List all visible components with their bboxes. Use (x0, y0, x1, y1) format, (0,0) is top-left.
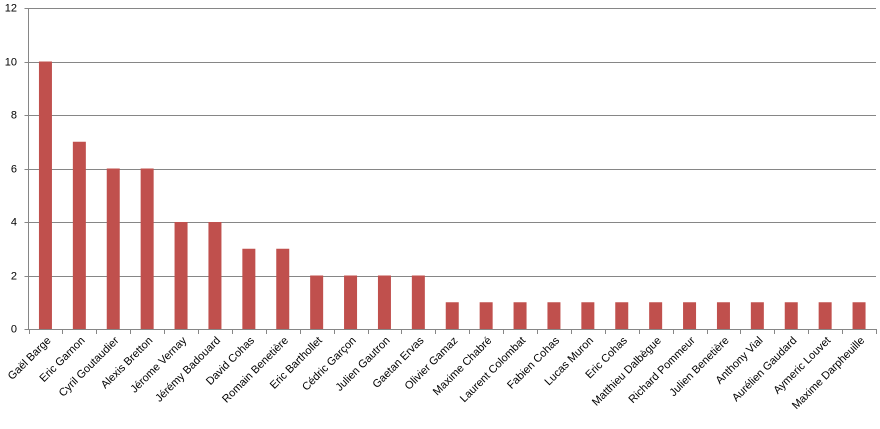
y-tick-label: 8 (11, 109, 17, 121)
x-tick-label: Julien Benetière (667, 335, 731, 399)
bar (784, 302, 798, 329)
x-tick-label: Cyril Goutaudier (57, 334, 122, 399)
bar (276, 248, 290, 329)
bar (242, 248, 256, 329)
bar (140, 168, 154, 329)
bar (513, 302, 527, 329)
bar (581, 302, 595, 329)
bar (208, 222, 222, 329)
bar (852, 302, 866, 329)
bar (716, 302, 730, 329)
x-tick-label: Maxime Chabré (431, 335, 494, 398)
y-tick-label: 4 (11, 216, 17, 228)
bar (683, 302, 697, 329)
bar (445, 302, 459, 329)
y-tick-label: 0 (11, 323, 17, 335)
y-tick-label: 10 (5, 56, 17, 68)
bar (72, 141, 86, 329)
bar (344, 275, 358, 329)
bar (310, 275, 324, 329)
bar (174, 222, 188, 329)
bar (615, 302, 629, 329)
bar (377, 275, 391, 329)
bar (106, 168, 120, 329)
bar (818, 302, 832, 329)
y-tick-label: 6 (11, 163, 17, 175)
bar (411, 275, 425, 329)
bar (750, 302, 764, 329)
y-tick-label: 2 (11, 270, 17, 282)
bar (479, 302, 493, 329)
bar (547, 302, 561, 329)
y-tick-label: 12 (5, 2, 17, 14)
bar (38, 61, 52, 329)
bar (649, 302, 663, 329)
